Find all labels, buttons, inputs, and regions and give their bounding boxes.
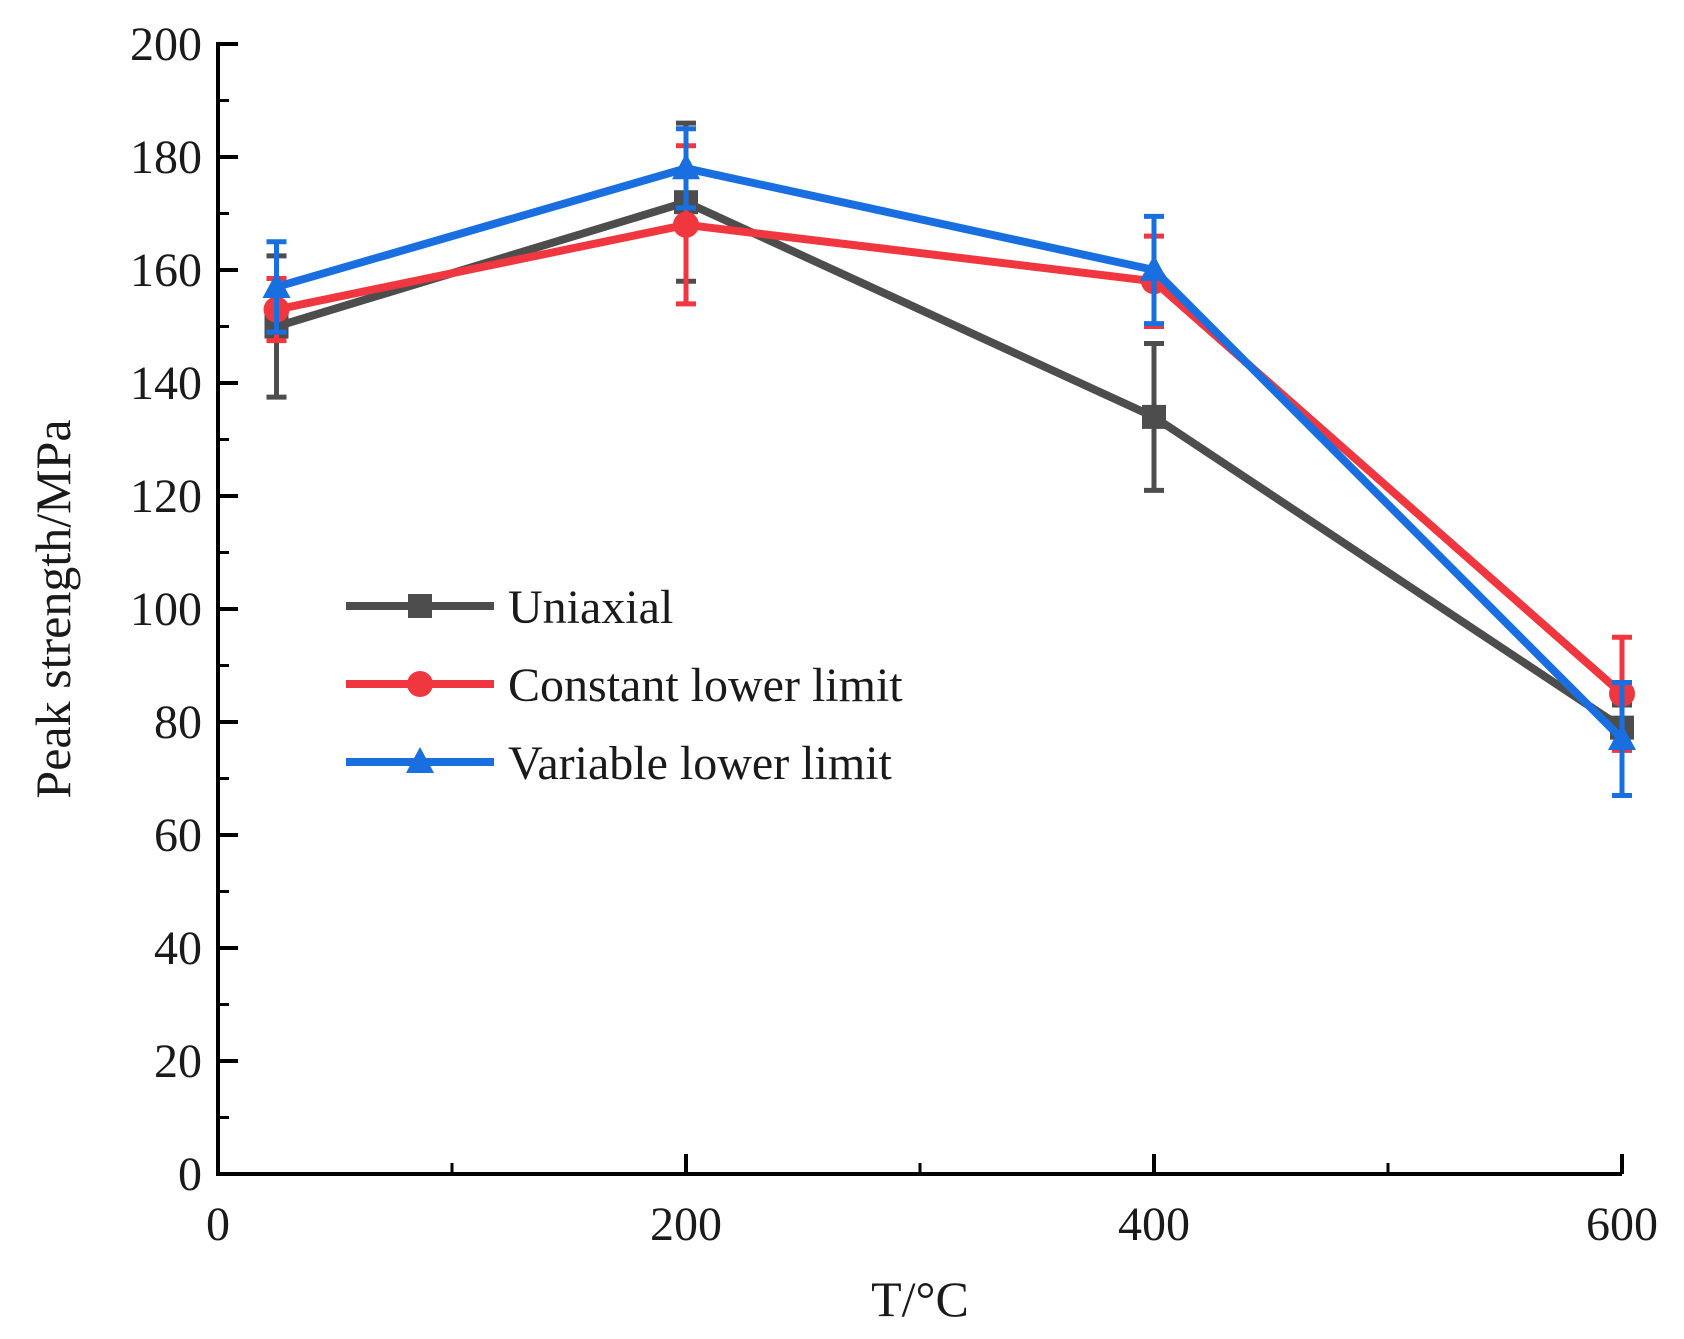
y-axis-title: Peak strength/MPa — [25, 419, 81, 798]
axes: 0 20 40 60 80 100 120 140 160 180 200 0 200 400 600 — [130, 18, 1658, 1251]
series-2 — [262, 126, 1636, 798]
legend-item: Constant lower limit — [346, 659, 903, 712]
y-tick-label: 120 — [130, 470, 202, 523]
series-line — [275, 164, 1625, 742]
legend-swatch-marker — [408, 594, 432, 618]
x-tick-label: 400 — [1118, 1198, 1190, 1251]
legend-item: Uniaxial — [346, 581, 673, 634]
legend-swatch-marker — [407, 671, 433, 697]
x-tick-label: 0 — [206, 1198, 230, 1251]
series-1 — [263, 143, 1635, 753]
x-tick-label: 600 — [1586, 1198, 1658, 1251]
y-tick-label: 40 — [154, 922, 202, 975]
x-axis-ticks: 0 200 400 600 — [206, 1154, 1658, 1251]
data-point — [673, 211, 699, 238]
data-point — [672, 153, 700, 180]
series-line — [275, 220, 1625, 697]
data-point — [1142, 404, 1166, 429]
y-tick-label: 180 — [130, 131, 202, 184]
legend-label: Uniaxial — [508, 581, 673, 634]
legend: Uniaxial Constant lower limit Variable low… — [346, 581, 903, 790]
y-tick-label: 160 — [130, 244, 202, 297]
y-tick-label: 20 — [154, 1035, 202, 1088]
data-point — [1608, 723, 1636, 750]
y-tick-label: 100 — [130, 583, 202, 636]
data-point — [262, 271, 291, 298]
legend-label: Constant lower limit — [508, 659, 903, 712]
y-tick-label: 200 — [130, 18, 202, 71]
data-point — [1140, 255, 1168, 281]
plot-area — [262, 120, 1636, 798]
legend-label: Variable lower limit — [508, 737, 893, 790]
series-0 — [264, 120, 1634, 753]
legend-swatch-marker — [406, 747, 434, 773]
legend-item: Variable lower limit — [346, 737, 893, 790]
y-tick-label: 140 — [130, 357, 202, 410]
y-tick-label: 80 — [154, 696, 202, 749]
series-line — [275, 198, 1625, 731]
x-axis-title: T/°C — [871, 1271, 969, 1327]
y-axis-ticks: 0 20 40 60 80 100 120 140 160 180 200 — [130, 18, 238, 1201]
x-tick-label: 200 — [650, 1198, 722, 1251]
y-tick-label: 0 — [178, 1148, 202, 1201]
y-tick-label: 60 — [154, 809, 202, 862]
